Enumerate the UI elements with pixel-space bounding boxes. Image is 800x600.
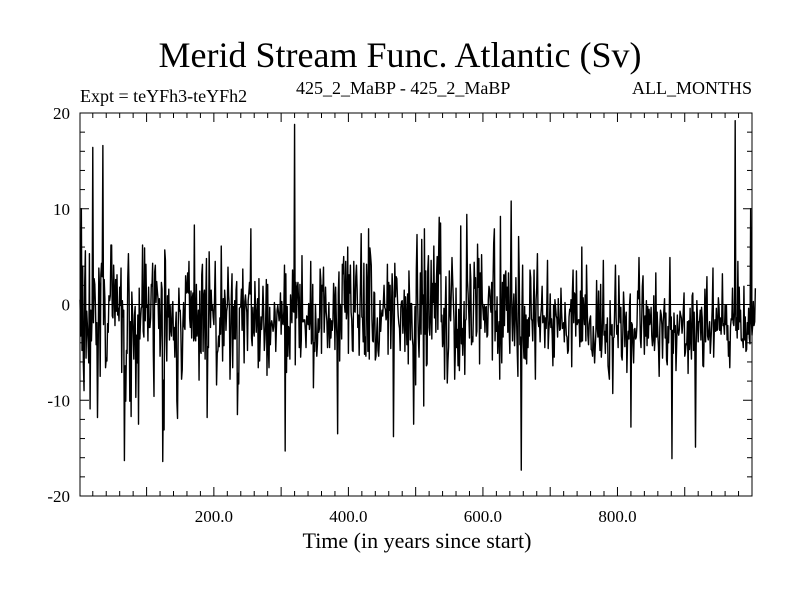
- y-tick-label: 20: [53, 104, 70, 123]
- x-tick-label: 400.0: [329, 507, 367, 526]
- data-series-line-0: [79, 119, 757, 471]
- chart-title: Merid Stream Func. Atlantic (Sv): [158, 35, 642, 75]
- x-axis-label: Time (in years since start): [302, 528, 532, 553]
- x-tick-label: 600.0: [464, 507, 502, 526]
- experiment-label: Expt = teYFh3-teYFh2: [80, 86, 248, 106]
- x-tick-label: 200.0: [195, 507, 233, 526]
- run-label: 425_2_MaBP - 425_2_MaBP: [296, 78, 511, 98]
- y-tick-label: 10: [53, 200, 70, 219]
- months-label: ALL_MONTHS: [632, 78, 752, 98]
- y-tick-label: -20: [47, 487, 70, 506]
- x-tick-label: 800.0: [598, 507, 636, 526]
- y-tick-label: -10: [47, 391, 70, 410]
- y-tick-label: 0: [62, 296, 71, 315]
